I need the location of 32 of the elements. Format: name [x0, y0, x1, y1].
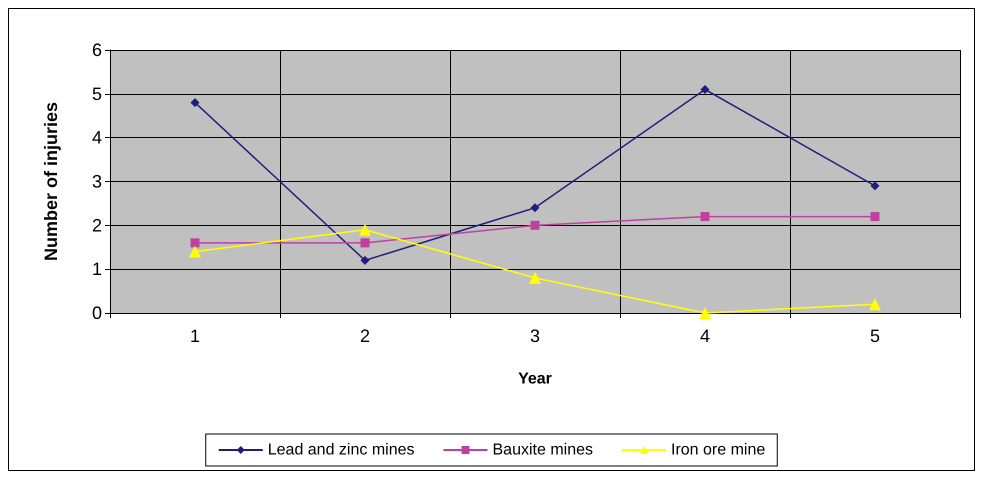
- y-tick-label: 1: [92, 259, 102, 280]
- x-tick-label: 2: [360, 326, 370, 346]
- y-tick-label: 0: [92, 303, 102, 323]
- y-tick-label: 3: [92, 172, 102, 192]
- point: [869, 298, 881, 310]
- point: [190, 98, 200, 108]
- point: [189, 246, 201, 258]
- point: [870, 212, 880, 222]
- point: [530, 220, 540, 230]
- x-tick-label: 5: [870, 326, 880, 346]
- y-tick-label: 5: [92, 84, 102, 104]
- point: [359, 224, 371, 236]
- x-axis-title: Year: [518, 370, 552, 388]
- point: [190, 238, 200, 248]
- point: [699, 307, 711, 319]
- y-axis-title: Number of injuries: [41, 102, 61, 262]
- y-tick-label: 6: [92, 40, 102, 60]
- point: [530, 203, 540, 212]
- point: [529, 272, 541, 284]
- point: [700, 212, 710, 222]
- legend-label: Lead and zinc mines: [268, 442, 415, 458]
- y-tick-label: 4: [92, 128, 102, 148]
- x-tick-label: 1: [190, 326, 200, 346]
- y-tick-label: 2: [92, 215, 102, 236]
- point: [700, 84, 710, 94]
- x-tick-label: 4: [700, 326, 710, 346]
- point: [360, 238, 370, 248]
- legend-label: Bauxite mines: [492, 442, 593, 458]
- legend-label: Iron ore mine: [670, 442, 766, 458]
- x-tick-label: 3: [530, 326, 540, 346]
- point: [360, 256, 370, 265]
- point: [870, 181, 880, 190]
